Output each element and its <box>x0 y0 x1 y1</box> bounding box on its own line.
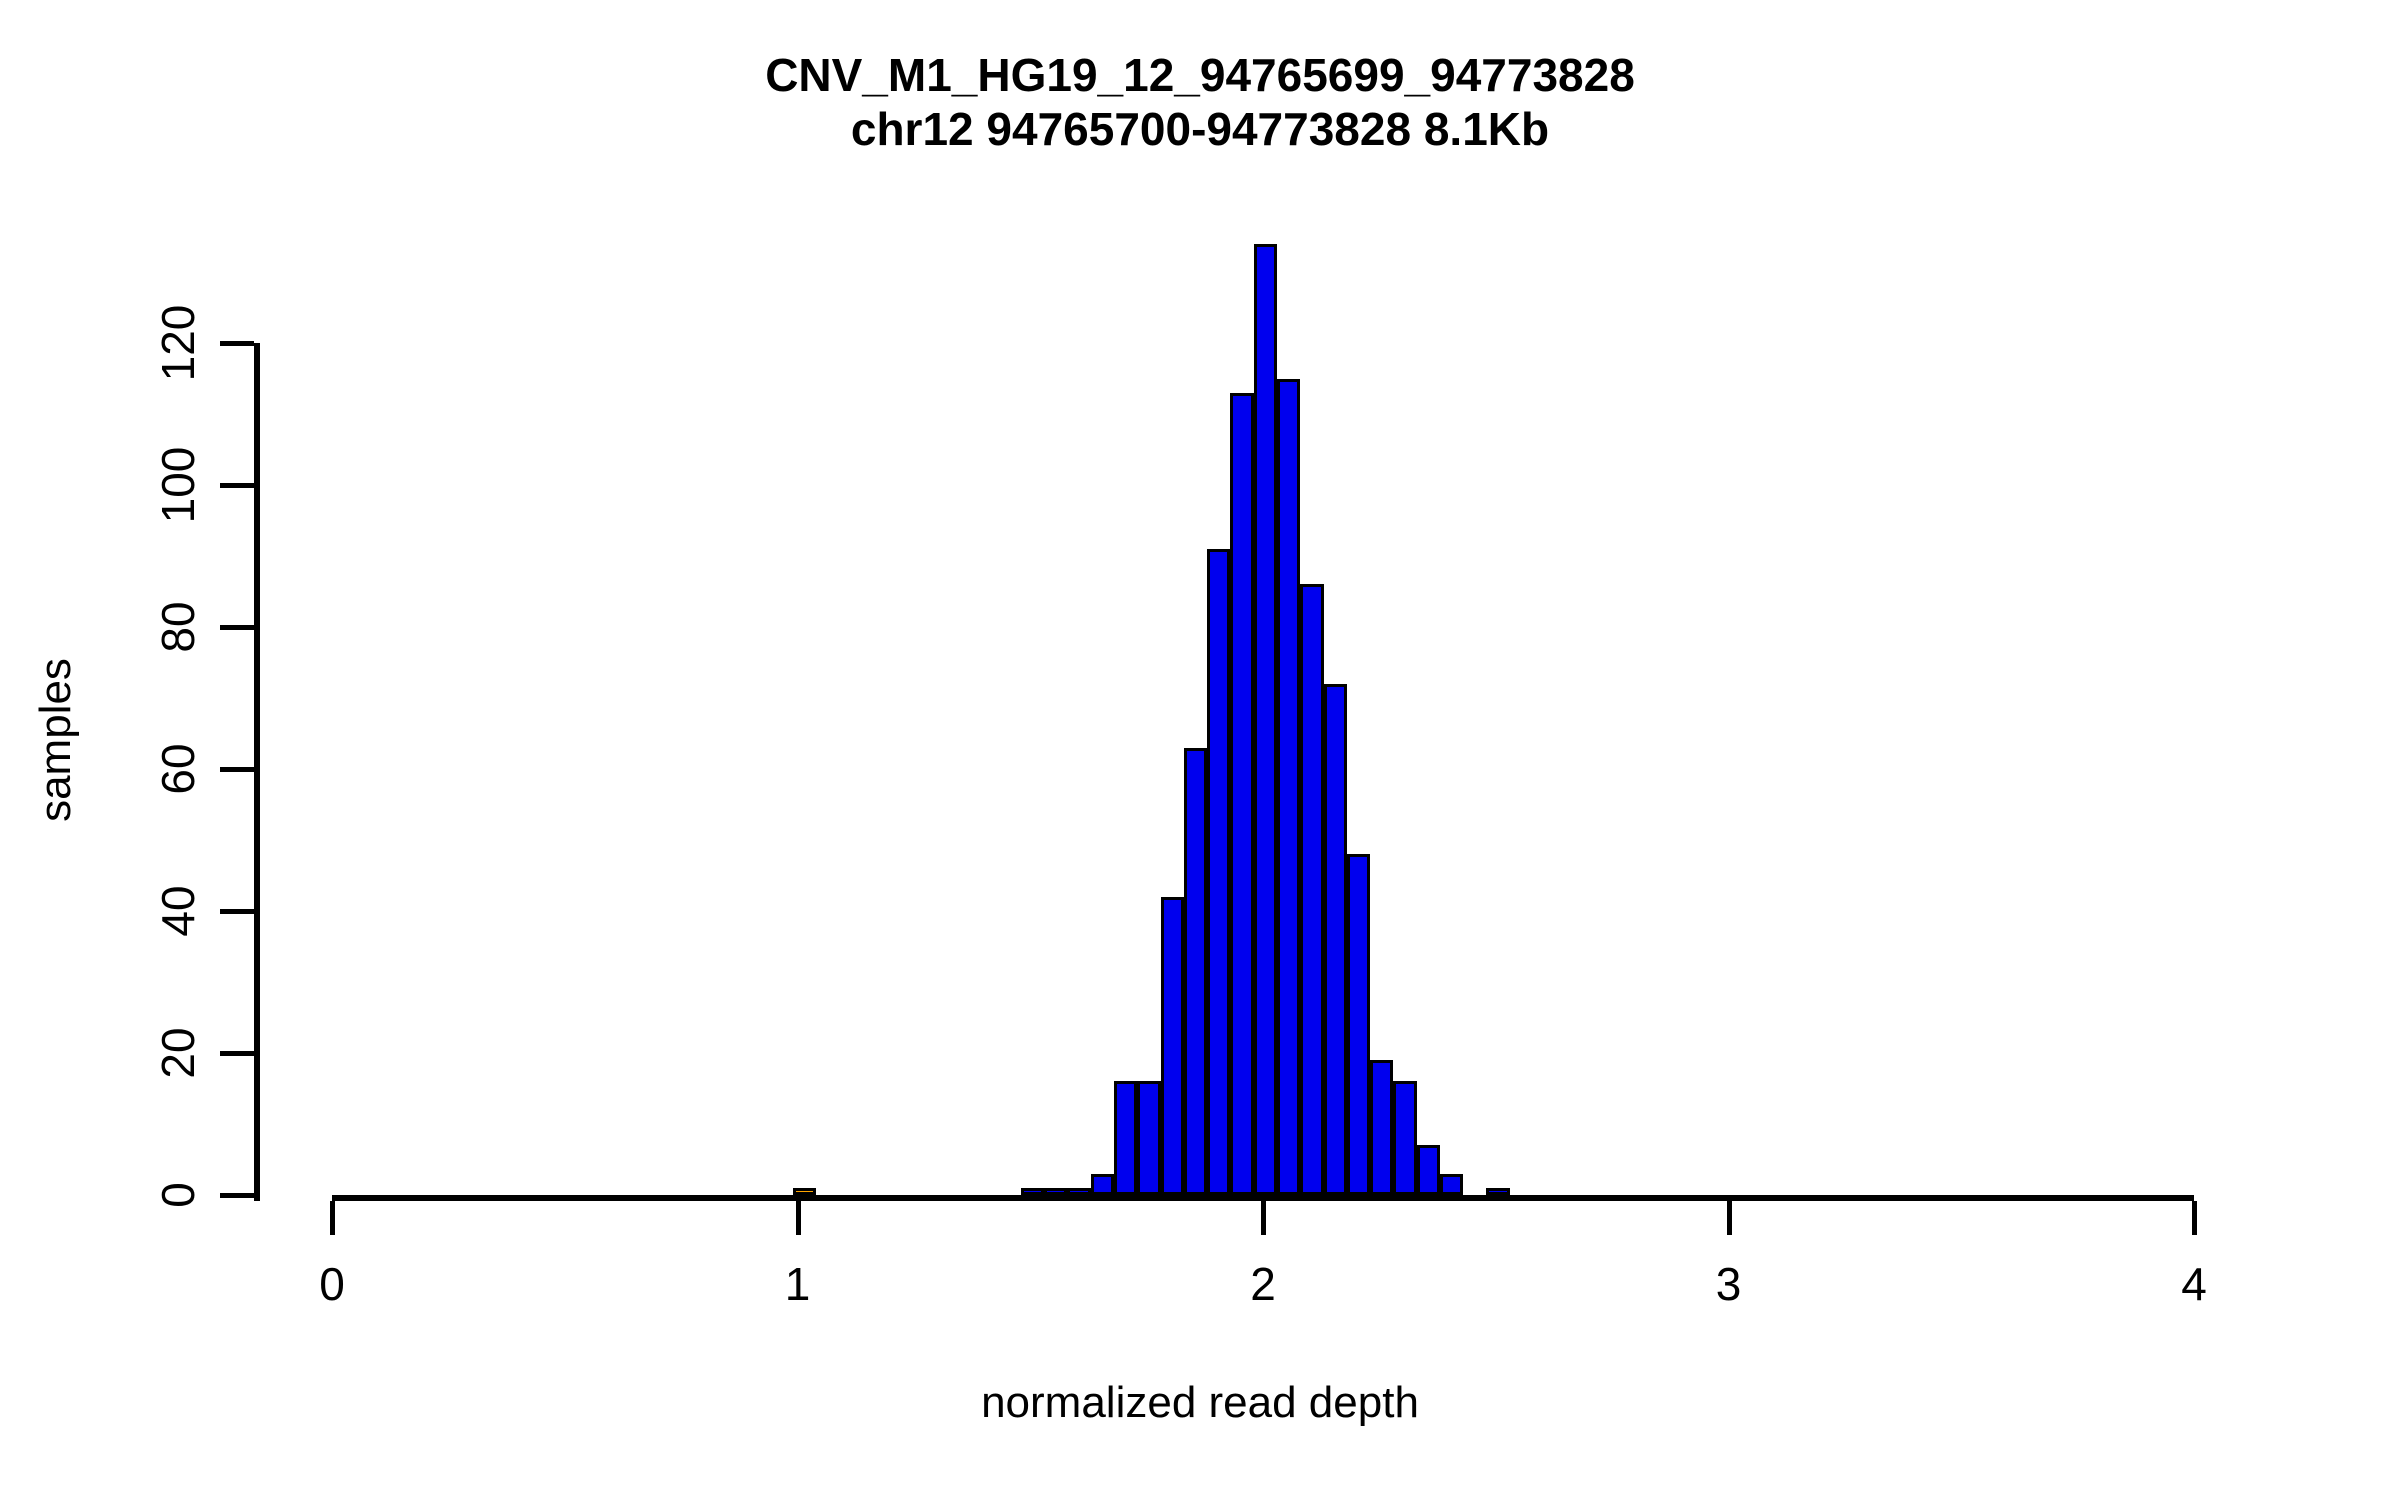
histogram-bar <box>1393 1081 1417 1195</box>
histogram-bar <box>1253 243 1277 1195</box>
x-axis-tick-label: 2 <box>1250 1258 1276 1310</box>
x-axis-tick-label: 0 <box>319 1258 345 1310</box>
histogram-bar <box>1230 392 1254 1195</box>
y-axis-tick-label: 20 <box>152 1027 204 1079</box>
y-axis-tick <box>220 341 254 346</box>
x-axis-tick-label: 4 <box>2181 1258 2207 1310</box>
y-axis-tick <box>220 625 254 630</box>
chart-title: CNV_M1_HG19_12_94765699_94773828 <box>765 49 1635 101</box>
y-axis-tick-label: 60 <box>152 743 204 795</box>
y-axis-tick <box>220 483 254 488</box>
histogram-bar <box>1486 1187 1510 1195</box>
y-axis-tick <box>220 767 254 772</box>
histogram-bar <box>1207 548 1231 1195</box>
chart-subtitle: chr12 94765700-94773828 8.1Kb <box>850 103 1550 156</box>
y-axis-tick-label: 120 <box>152 304 204 382</box>
chart-title-block: CNV_M1_HG19_12_94765699_94773828 chr12 9… <box>0 48 2400 157</box>
x-axis-tick-label: 1 <box>784 1258 811 1310</box>
histogram-bar <box>1114 1081 1138 1195</box>
histogram-bar <box>1439 1173 1464 1195</box>
histogram-bar <box>1183 747 1208 1195</box>
y-axis-tick <box>220 1193 254 1198</box>
histogram-bar <box>1323 683 1347 1195</box>
histogram-bar <box>1137 1081 1161 1195</box>
x-axis-tick <box>1261 1201 1266 1235</box>
histogram-bar <box>1300 584 1324 1195</box>
histogram-bar <box>1020 1187 1045 1195</box>
histogram-bar <box>1370 1060 1394 1195</box>
y-axis-tick-label: 40 <box>152 885 204 937</box>
histogram-bar <box>1067 1187 1091 1195</box>
y-axis-tick-label: 80 <box>152 601 204 653</box>
histogram-bar <box>1090 1173 1115 1195</box>
y-axis-tick-label: 0 <box>152 1182 204 1208</box>
x-axis-tick-label: 3 <box>1715 1258 1742 1310</box>
histogram-bar <box>1044 1187 1068 1195</box>
y-axis-label: samples <box>31 658 80 822</box>
y-axis-tick <box>220 1051 254 1056</box>
histogram-bar <box>1276 378 1301 1195</box>
histogram-bar <box>1160 896 1184 1195</box>
x-axis-tick <box>330 1201 335 1235</box>
x-axis-tick <box>1726 1201 1732 1235</box>
y-axis-tick <box>220 909 254 914</box>
histogram-bar <box>1346 854 1371 1195</box>
histogram-bar <box>792 1187 817 1195</box>
x-axis-label: normalized read depth <box>981 1378 1419 1427</box>
y-axis-tick-label: 100 <box>152 446 204 524</box>
x-axis-tick <box>2192 1201 2197 1235</box>
x-axis-tick <box>795 1201 801 1235</box>
histogram-bar <box>1416 1145 1440 1195</box>
x-axis-line <box>332 1195 2194 1201</box>
y-axis-line <box>254 343 260 1201</box>
